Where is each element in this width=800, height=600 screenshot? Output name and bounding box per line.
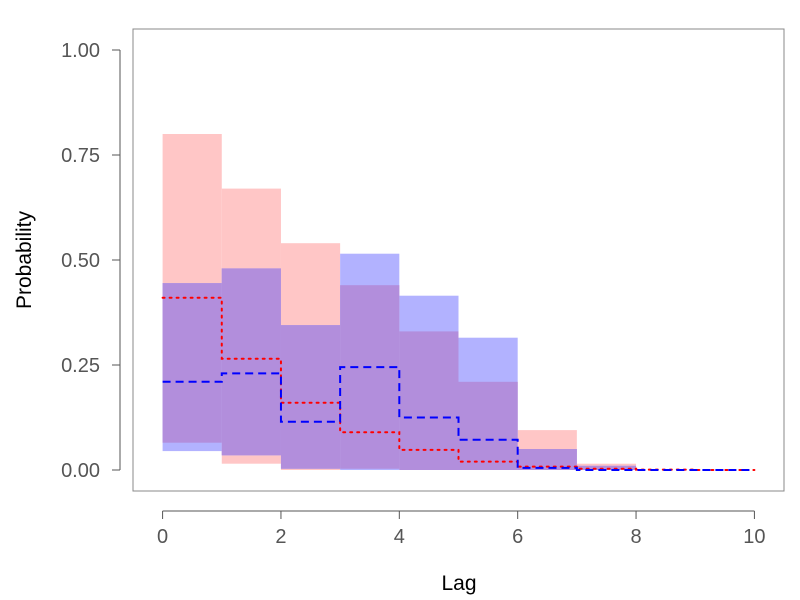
x-tick-label: 8 [630, 526, 641, 548]
band-overlap-bin-2 [280, 325, 341, 469]
x-axis-title: Lag [441, 572, 476, 595]
band-overlap-bin-6 [517, 449, 577, 470]
x-axis: 0 2 4 6 8 10 [157, 510, 766, 548]
band-overlap-bin-0 [162, 283, 222, 443]
y-tick-label: 0.75 [61, 145, 100, 167]
x-tick-label: 0 [157, 526, 168, 548]
band-overlap-bin-7 [576, 465, 637, 470]
confidence-bands [162, 134, 637, 470]
x-tick-label: 6 [512, 526, 523, 548]
y-tick-label: 0.25 [61, 355, 100, 377]
y-tick-label: 0.50 [61, 250, 100, 272]
band-overlap-bin-3 [340, 285, 400, 469]
y-tick-label: 0.00 [61, 460, 100, 482]
band-overlap-bin-4 [399, 331, 459, 470]
x-tick-label: 10 [743, 526, 765, 548]
plot-frame [132, 28, 785, 492]
band-overlap-bin-1 [221, 268, 281, 456]
band-overlap-bin-5 [458, 381, 518, 470]
y-axis: 0.00 0.25 0.50 0.75 1.00 [61, 40, 121, 482]
series-lines [161, 296, 756, 471]
series-2-step-line [162, 366, 755, 471]
series-1-step-line [161, 296, 756, 471]
y-tick-label: 1.00 [61, 40, 100, 62]
x-tick-label: 4 [394, 526, 405, 548]
x-tick-label: 2 [275, 526, 286, 548]
y-axis-title: Probability [13, 210, 36, 309]
